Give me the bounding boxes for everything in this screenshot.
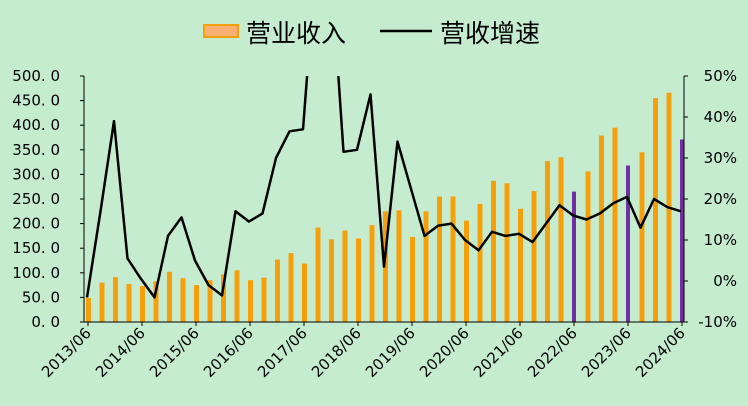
bar: [383, 211, 388, 322]
bar: [329, 239, 334, 322]
y-left-tick-label: 0. 0: [31, 313, 60, 331]
x-tick-label: 2022/06: [524, 324, 581, 381]
bar: [572, 191, 576, 322]
x-tick-label: 2021/06: [470, 324, 527, 381]
bar: [234, 270, 240, 322]
bar: [126, 284, 132, 322]
bar: [612, 127, 618, 322]
bar: [194, 285, 199, 322]
bar: [626, 165, 630, 322]
bar: [518, 208, 523, 322]
x-tick-label: 2015/06: [146, 324, 203, 381]
bar: [113, 277, 118, 322]
bar: [450, 196, 456, 322]
y-left-tick-label: 200. 0: [12, 215, 60, 233]
bar: [558, 157, 564, 322]
bar: [653, 98, 658, 322]
axes: [80, 75, 688, 326]
line-series: [85, 76, 682, 299]
growth-line: [85, 76, 682, 299]
bar: [221, 274, 226, 322]
bar: [464, 220, 469, 322]
y-left-tick-label: 300. 0: [12, 165, 60, 183]
y-left-tick-label: 350. 0: [12, 141, 60, 159]
bar-series: [86, 92, 684, 322]
x-tick-label: 2023/06: [578, 324, 635, 381]
y-left-tick-label: 100. 0: [12, 264, 60, 282]
x-axis-labels: 2013/062014/062015/062016/062017/062018/…: [38, 324, 689, 381]
x-tick-label: 2019/06: [362, 324, 419, 381]
x-tick-label: 2020/06: [416, 324, 473, 381]
bar: [545, 161, 550, 322]
y-axis-left-labels: 0. 0 50. 0 100. 0 150. 0 200. 0 250. 0 300. 0 3…: [12, 67, 60, 331]
bar: [639, 152, 645, 322]
y-axis-right-labels: -10% 0% 10% 20% 30% 40% 50%: [698, 67, 737, 331]
legend-bar-swatch: [203, 24, 239, 38]
bar: [531, 191, 537, 322]
y-right-tick-label: 40%: [704, 108, 737, 126]
bar: [153, 281, 159, 322]
bar: [585, 171, 591, 322]
bar: [504, 183, 510, 322]
bar: [140, 286, 145, 322]
bar: [288, 253, 294, 322]
y-right-tick-label: 50%: [704, 67, 737, 85]
bar: [180, 278, 186, 322]
y-right-tick-label: 10%: [704, 231, 737, 249]
x-tick-label: 2016/06: [200, 324, 257, 381]
bar: [86, 297, 91, 322]
legend-line-label: 营收增速: [440, 19, 540, 48]
y-right-tick-label: 0%: [713, 272, 737, 290]
bar: [396, 210, 402, 322]
bar: [410, 236, 415, 322]
legend-bar-label: 营业收入: [246, 19, 346, 48]
bar: [369, 225, 375, 322]
bar: [275, 259, 280, 322]
y-right-tick-label: 20%: [704, 190, 737, 208]
y-left-tick-label: 400. 0: [12, 116, 60, 134]
y-left-tick-label: 250. 0: [12, 190, 60, 208]
x-tick-label: 2024/06: [632, 324, 689, 381]
bar: [248, 280, 253, 322]
x-tick-label: 2014/06: [92, 324, 149, 381]
bar: [167, 271, 172, 322]
y-left-tick-label: 150. 0: [12, 239, 60, 257]
bar: [342, 230, 348, 322]
bar: [99, 282, 105, 322]
bar: [315, 227, 321, 322]
y-left-tick-label: 500. 0: [12, 67, 60, 85]
bar: [423, 211, 429, 322]
bar: [491, 180, 496, 322]
y-right-tick-label: 30%: [704, 149, 737, 167]
bar: [207, 280, 213, 322]
bar: [356, 238, 361, 322]
x-tick-label: 2013/06: [38, 324, 95, 381]
bar: [437, 196, 442, 322]
y-right-tick-label: -10%: [698, 313, 737, 331]
x-tick-label: 2017/06: [254, 324, 311, 381]
bar: [261, 277, 267, 322]
bar: [302, 263, 307, 322]
y-left-tick-label: 450. 0: [12, 92, 60, 110]
bar: [680, 139, 684, 322]
bar: [599, 135, 604, 322]
x-tick-label: 2018/06: [308, 324, 365, 381]
bar: [477, 203, 483, 322]
y-left-tick-label: 50. 0: [22, 288, 60, 306]
legend: 营业收入 营收增速: [203, 19, 540, 48]
